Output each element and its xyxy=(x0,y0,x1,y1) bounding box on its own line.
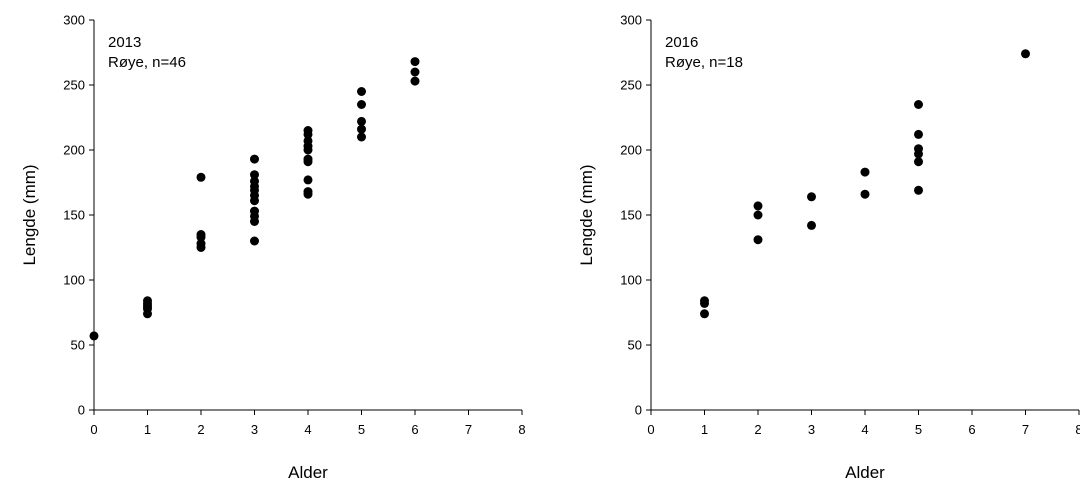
x-tick-label: 4 xyxy=(861,422,868,437)
data-point xyxy=(807,192,816,202)
data-point xyxy=(357,124,366,134)
x-tick-label: 3 xyxy=(808,422,815,437)
data-point xyxy=(143,296,152,306)
x-tick-label: 3 xyxy=(251,422,258,437)
x-tick-label: 0 xyxy=(647,422,654,437)
data-point xyxy=(250,154,259,164)
y-tick-label: 150 xyxy=(63,208,85,223)
x-tick-label: 5 xyxy=(915,422,922,437)
y-tick-label: 100 xyxy=(620,273,642,288)
y-tick-label: 200 xyxy=(63,143,85,158)
data-point xyxy=(700,296,709,306)
data-point xyxy=(860,189,870,199)
chart-panel-2: 0 50 100 150 200 250 300 0 1 2 3 4 5 6 7 8 Alder Lengde (… xyxy=(577,13,1080,483)
data-point xyxy=(357,116,366,126)
y-axis-title: Lengde (mm) xyxy=(577,164,596,265)
y-tick-label: 0 xyxy=(635,403,642,418)
data-point xyxy=(410,76,420,86)
x-tick-label: 6 xyxy=(968,422,975,437)
data-point xyxy=(250,206,259,216)
y-axis-title: Lengde (mm) xyxy=(20,164,39,265)
data-point xyxy=(1021,49,1030,59)
y-tick-label: 100 xyxy=(63,273,85,288)
y-tick-label: 200 xyxy=(620,143,642,158)
x-axis-title: Alder xyxy=(845,463,885,482)
y-tick-label: 0 xyxy=(78,403,85,418)
data-point xyxy=(303,175,313,185)
data-point xyxy=(196,230,206,239)
data-point xyxy=(357,100,366,109)
x-tick-label: 6 xyxy=(411,422,418,437)
data-point xyxy=(914,157,923,167)
x-tick-label: 2 xyxy=(197,422,204,437)
data-point xyxy=(807,220,816,230)
x-axis-title: Alder xyxy=(288,463,328,482)
y-tick-label: 300 xyxy=(63,13,85,28)
x-tick-label: 1 xyxy=(144,422,151,437)
x-tick-label: 0 xyxy=(90,422,97,437)
data-point xyxy=(250,170,259,180)
data-point xyxy=(196,172,206,182)
data-point xyxy=(753,235,763,245)
data-point xyxy=(250,176,259,186)
annotation-line-2: Røye, n=18 xyxy=(665,54,743,71)
x-tick-label: 4 xyxy=(304,422,311,437)
x-tick-label: 8 xyxy=(1075,422,1080,437)
y-tick-label: 50 xyxy=(628,338,642,353)
data-point xyxy=(357,87,366,96)
data-point xyxy=(914,129,923,139)
y-tick-label: 50 xyxy=(71,338,85,353)
x-tick-label: 7 xyxy=(465,422,472,437)
data-point xyxy=(914,144,923,154)
data-point xyxy=(303,136,313,146)
data-point xyxy=(410,67,420,77)
data-point xyxy=(700,309,709,319)
data-point xyxy=(753,201,763,211)
y-tick-label: 300 xyxy=(620,13,642,28)
annotation-line-2: Røye, n=46 xyxy=(108,54,186,71)
y-tick-label: 250 xyxy=(620,78,642,93)
x-tick-label: 1 xyxy=(701,422,708,437)
data-point xyxy=(914,185,923,195)
data-point xyxy=(410,57,420,67)
data-point xyxy=(303,126,313,135)
data-point xyxy=(860,167,870,177)
data-point xyxy=(753,210,763,220)
x-tick-label: 7 xyxy=(1022,422,1029,437)
data-point xyxy=(303,187,313,197)
data-point xyxy=(303,154,313,164)
y-tick-label: 150 xyxy=(620,208,642,223)
annotation-line-1: 2016 xyxy=(665,34,698,51)
x-tick-label: 2 xyxy=(754,422,761,437)
y-tick-label: 250 xyxy=(63,78,85,93)
data-point xyxy=(250,236,259,246)
x-tick-label: 8 xyxy=(518,422,525,437)
x-tick-label: 5 xyxy=(358,422,365,437)
annotation-line-1: 2013 xyxy=(108,34,141,51)
data-point xyxy=(357,132,366,142)
data-point xyxy=(196,239,206,249)
data-point xyxy=(914,100,923,109)
chart-panel-1: 0 50 100 150 200 250 300 0 1 2 3 4 5 6 7 8 Alder Lengde (… xyxy=(20,13,526,483)
data-point xyxy=(89,331,99,341)
